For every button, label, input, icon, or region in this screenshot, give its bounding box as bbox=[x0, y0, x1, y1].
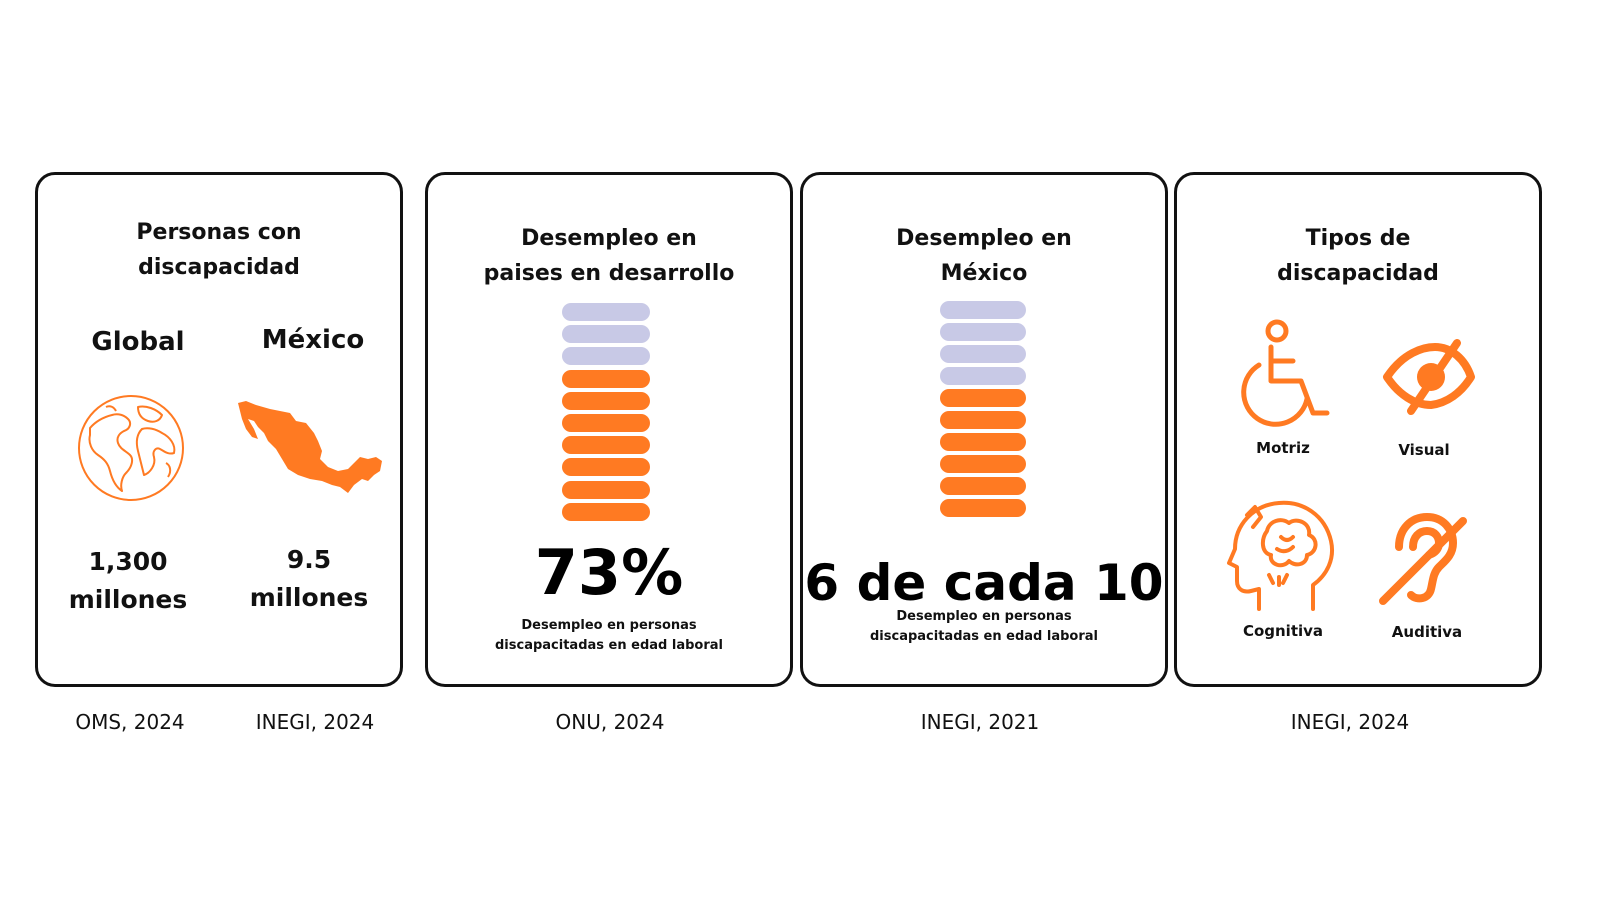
wheelchair-icon bbox=[1241, 319, 1330, 427]
source-onu: ONU, 2024 bbox=[555, 710, 665, 734]
bar-unit-muted bbox=[940, 323, 1026, 341]
bar-unit-highlighted bbox=[940, 455, 1026, 473]
card-title-line2: paises en desarrollo bbox=[483, 261, 735, 286]
card-personas-discapacidad: Personas con discapacidad Global México … bbox=[35, 172, 403, 687]
bar-unit-highlighted bbox=[940, 499, 1026, 517]
eye-slash-icon bbox=[1383, 339, 1475, 415]
bar-unit-muted bbox=[940, 367, 1026, 385]
caption-line1: Desempleo en personas bbox=[896, 609, 1072, 624]
type-label-visual: Visual bbox=[1398, 441, 1450, 459]
card-title-line2: discapacidad bbox=[1277, 261, 1439, 286]
mexico-label: México bbox=[261, 325, 365, 355]
card-tipos-discapacidad: Tipos de discapacidad bbox=[1174, 172, 1542, 687]
bar-unit-highlighted bbox=[562, 436, 650, 455]
type-label-motriz: Motriz bbox=[1256, 439, 1310, 457]
ear-slash-icon bbox=[1379, 513, 1467, 605]
global-value: 1,300 millones bbox=[58, 543, 198, 619]
bar-unit-highlighted bbox=[562, 458, 650, 477]
source-inegi-2024-tipos: INEGI, 2024 bbox=[1290, 710, 1410, 734]
global-label: Global bbox=[91, 327, 185, 357]
caption-line1: Desempleo en personas bbox=[521, 618, 697, 633]
bar-unit-muted bbox=[562, 303, 650, 321]
card-title-line1: Desempleo en bbox=[521, 226, 697, 251]
card-desempleo-desarrollo: Desempleo en paises en desarrollo 73% De… bbox=[425, 172, 793, 687]
mexico-value-line1: 9.5 bbox=[286, 545, 332, 574]
card-title-line1: Tipos de bbox=[1305, 226, 1411, 251]
caption-line2: discapacitadas en edad laboral bbox=[495, 638, 723, 653]
card-desempleo-mexico: Desempleo en México 6 de cada 10 Desempl… bbox=[800, 172, 1168, 687]
globe-icon bbox=[78, 395, 184, 501]
mexico-map-icon bbox=[238, 401, 382, 493]
unemployment-bars bbox=[940, 301, 1026, 531]
global-value-line1: 1,300 bbox=[88, 547, 168, 576]
bar-unit-highlighted bbox=[940, 411, 1026, 429]
card-title: Desempleo en México bbox=[803, 221, 1165, 291]
bar-unit-muted bbox=[562, 325, 650, 344]
source-oms: OMS, 2024 bbox=[75, 710, 185, 734]
bar-unit-highlighted bbox=[562, 480, 650, 499]
caption: Desempleo en personas discapacitadas en … bbox=[428, 616, 790, 656]
card-title: Personas con discapacidad bbox=[38, 215, 400, 285]
caption: Desempleo en personas discapacitadas en … bbox=[803, 607, 1165, 647]
card-title-line1: Desempleo en bbox=[896, 226, 1072, 251]
bar-unit-muted bbox=[940, 345, 1026, 363]
type-label-cognitiva: Cognitiva bbox=[1242, 622, 1324, 640]
card-title-line1: Personas con bbox=[136, 220, 302, 245]
mexico-value: 9.5 millones bbox=[244, 541, 374, 617]
bar-unit-highlighted bbox=[940, 433, 1026, 451]
bar-unit-highlighted bbox=[562, 369, 650, 388]
head-brain-icon bbox=[1227, 500, 1334, 611]
big-value: 6 de cada 10 bbox=[804, 554, 1164, 612]
card-title: Tipos de discapacidad bbox=[1177, 221, 1539, 291]
caption-line2: discapacitadas en edad laboral bbox=[870, 629, 1098, 644]
card-title-line2: México bbox=[940, 261, 1028, 286]
card-title: Desempleo en paises en desarrollo bbox=[428, 221, 790, 291]
global-value-line2: millones bbox=[68, 585, 188, 614]
big-value: 73% bbox=[534, 536, 684, 609]
card-title-line2: discapacidad bbox=[138, 255, 300, 280]
bar-unit-highlighted bbox=[562, 502, 650, 521]
source-inegi-2021: INEGI, 2021 bbox=[920, 710, 1040, 734]
bar-unit-highlighted bbox=[562, 391, 650, 410]
bar-unit-highlighted bbox=[562, 414, 650, 432]
unemployment-bars bbox=[562, 303, 650, 533]
bar-unit-muted bbox=[940, 301, 1026, 319]
bar-unit-muted bbox=[562, 347, 650, 366]
mexico-value-line2: millones bbox=[249, 583, 369, 612]
bar-unit-highlighted bbox=[940, 389, 1026, 407]
bar-unit-highlighted bbox=[940, 477, 1026, 495]
type-label-auditiva: Auditiva bbox=[1391, 623, 1463, 641]
source-inegi-2024-mexico: INEGI, 2024 bbox=[255, 710, 375, 734]
